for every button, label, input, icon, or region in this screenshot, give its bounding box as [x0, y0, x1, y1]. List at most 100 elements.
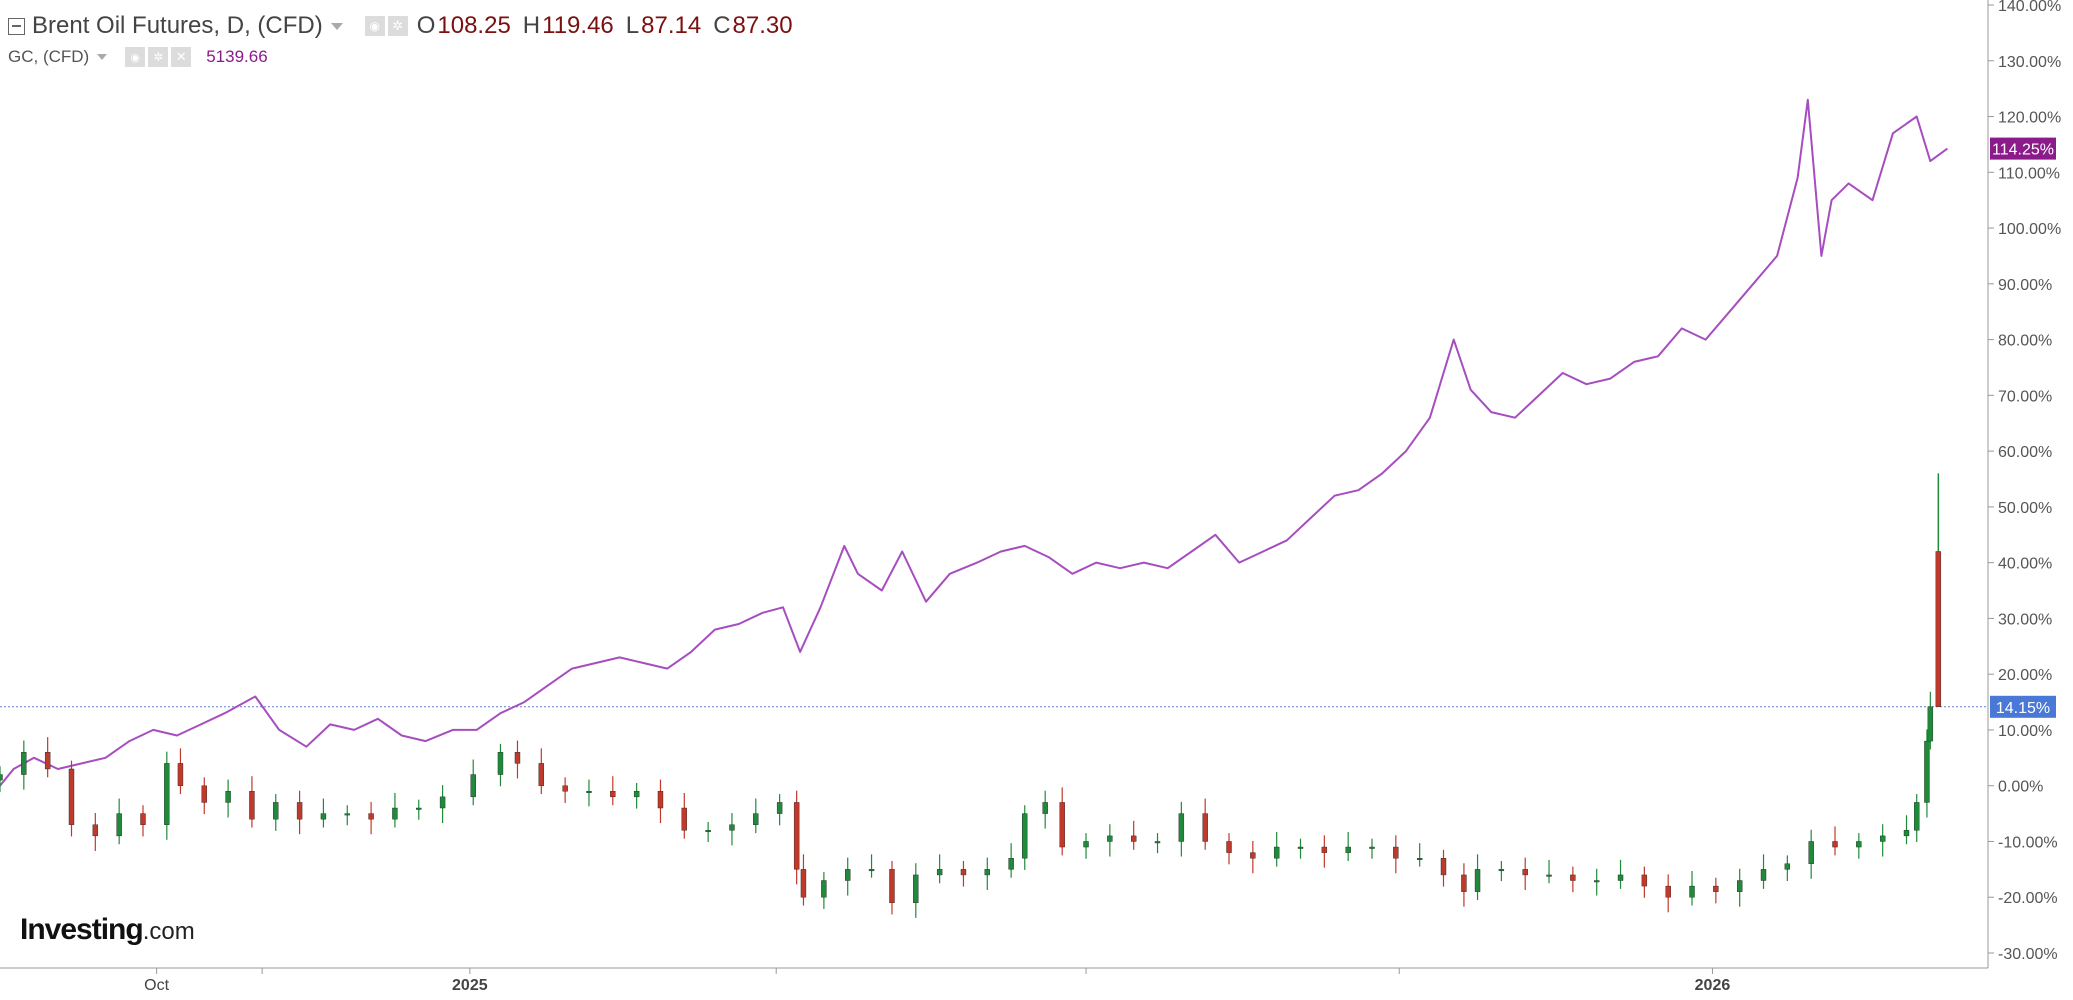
- candle-body: [1461, 874, 1467, 892]
- candle-body: [1546, 874, 1552, 877]
- collapse-icon[interactable]: [8, 17, 25, 35]
- candle-body: [1042, 802, 1048, 814]
- candle-body: [1416, 858, 1423, 860]
- candle-body: [729, 824, 735, 831]
- brent-last-badge-label: 14.15%: [1996, 700, 2050, 717]
- candle-body: [1202, 813, 1208, 842]
- candle-body: [1083, 841, 1089, 848]
- candle-body: [320, 813, 327, 820]
- candle-body: [1059, 802, 1065, 848]
- y-tick-label: -10.00%: [1998, 834, 2058, 851]
- candle-body: [225, 791, 231, 803]
- candle-body: [1689, 885, 1695, 898]
- eye-icon[interactable]: ◉: [125, 47, 146, 67]
- candle-body: [1808, 841, 1814, 864]
- candle-body: [1154, 841, 1161, 844]
- candle-body: [1570, 874, 1576, 881]
- candle-body: [177, 763, 184, 786]
- candle-body: [201, 785, 207, 803]
- close-icon[interactable]: ✕: [171, 47, 192, 67]
- y-tick-label: -20.00%: [1998, 890, 2058, 907]
- candle-body: [368, 813, 374, 820]
- high-key: H: [522, 12, 541, 39]
- candle-body: [936, 869, 943, 876]
- y-tick-label: 30.00%: [1998, 611, 2052, 628]
- y-tick-label: 110.00%: [1998, 165, 2060, 182]
- candle-body: [1022, 813, 1028, 859]
- candle-body: [586, 791, 592, 793]
- candle-body: [1832, 841, 1838, 848]
- candle-body: [1369, 846, 1375, 849]
- gear-icon[interactable]: ✲: [387, 16, 408, 36]
- candle-body: [116, 813, 122, 837]
- candle-body: [633, 791, 640, 798]
- candle-body: [984, 869, 990, 876]
- candle-body: [439, 796, 446, 809]
- candle-body: [470, 774, 476, 798]
- gc-label[interactable]: GC, (CFD): [8, 47, 90, 66]
- candle-body: [1914, 802, 1920, 831]
- candle-body: [1617, 874, 1624, 881]
- candle-body: [800, 869, 807, 898]
- gold-last-badge-label: 114.25%: [1992, 142, 2054, 159]
- candle-body: [1935, 551, 1942, 707]
- candle-body: [793, 802, 800, 870]
- high-value: 119.46: [542, 12, 614, 39]
- candle-body: [44, 752, 51, 770]
- gc-legend: GC, (CFD) ◉ ✲ ✕ 5139.66: [8, 47, 268, 67]
- logo-text: Investing: [20, 913, 144, 946]
- y-tick-label: 20.00%: [1998, 667, 2052, 684]
- gear-icon[interactable]: ✲: [148, 47, 169, 67]
- candle-body: [776, 802, 783, 814]
- candle-body: [1178, 813, 1185, 842]
- instrument-title[interactable]: Brent Oil Futures, D, (CFD): [32, 12, 323, 39]
- eye-icon[interactable]: ◉: [364, 16, 385, 36]
- candle-body: [1321, 846, 1328, 853]
- candle-body: [960, 869, 967, 876]
- candle-body: [1736, 880, 1743, 892]
- candle-body: [1713, 885, 1719, 892]
- main-legend: Brent Oil Futures, D, (CFD) ◉ ✲ O 108.25…: [8, 12, 793, 40]
- y-tick-label: 0.00%: [1998, 779, 2043, 796]
- candle-body: [1345, 846, 1351, 853]
- logo-domain: .com: [142, 918, 195, 945]
- candle-body: [1903, 830, 1910, 837]
- low-key: L: [625, 12, 640, 39]
- chevron-down-icon[interactable]: [97, 54, 108, 60]
- y-tick-label: 100.00%: [1998, 221, 2061, 238]
- candle-body: [1440, 858, 1447, 876]
- candle-body: [657, 791, 664, 809]
- candle-body: [1393, 846, 1399, 859]
- candle-body: [514, 752, 521, 764]
- candle-body: [296, 802, 303, 820]
- candle-body: [753, 813, 759, 825]
- candle-body: [821, 880, 827, 898]
- candle-body: [1593, 880, 1600, 883]
- candle-body: [1784, 863, 1791, 870]
- candle-body: [1130, 835, 1137, 842]
- x-tick-label: 2025: [452, 977, 488, 994]
- y-tick-label: 80.00%: [1998, 333, 2052, 350]
- close-key: C: [713, 12, 731, 39]
- candle-body: [1522, 869, 1528, 876]
- candle-body: [1008, 858, 1014, 870]
- candle-body: [868, 869, 875, 872]
- candle-body: [164, 763, 170, 825]
- gold-last-badge: [1990, 137, 2056, 160]
- y-tick-label: 140.00%: [1998, 0, 2061, 15]
- candle-body: [1273, 846, 1280, 859]
- candle-body: [68, 768, 75, 825]
- x-tick-label: Oct: [144, 977, 169, 994]
- candle-body: [845, 869, 851, 881]
- candle-body: [416, 807, 422, 810]
- y-tick-label: 60.00%: [1998, 444, 2052, 461]
- candle-body: [1498, 869, 1505, 872]
- chevron-down-icon[interactable]: [330, 22, 343, 30]
- candle-body: [0, 774, 3, 781]
- candle-body: [497, 752, 504, 775]
- candle-body: [1927, 706, 1934, 742]
- candle-body: [681, 807, 687, 831]
- open-key: O: [416, 12, 436, 39]
- y-tick-label: 10.00%: [1998, 723, 2052, 740]
